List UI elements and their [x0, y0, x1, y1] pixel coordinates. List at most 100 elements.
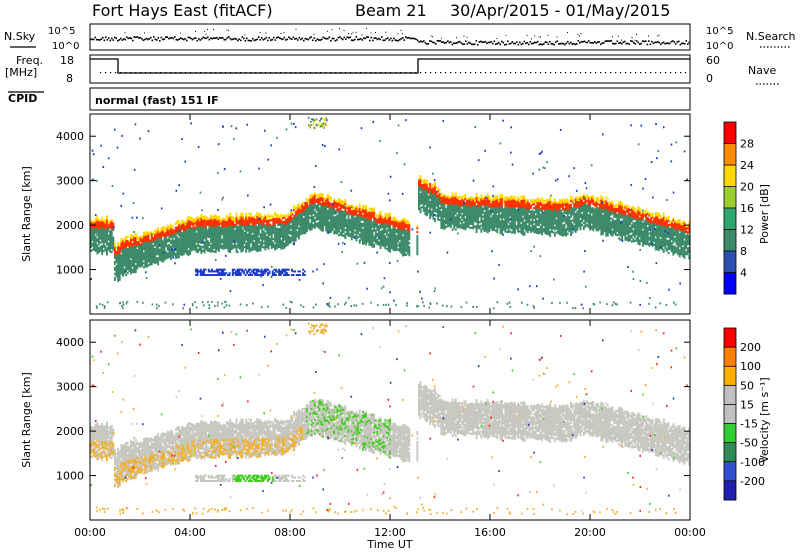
nave-point — [245, 72, 246, 73]
power-cell — [426, 180, 428, 182]
nave-point — [635, 72, 636, 73]
power-cell — [250, 213, 252, 215]
nsky-point — [219, 37, 221, 39]
nsearch-point — [339, 28, 340, 29]
nsearch-point — [375, 32, 376, 33]
power-cell — [408, 232, 410, 234]
nsky-point — [197, 40, 199, 42]
nave-point — [470, 72, 471, 73]
nave-point — [100, 72, 101, 73]
nsearch-point — [540, 37, 541, 38]
power-cell — [295, 239, 297, 241]
power-cell — [245, 251, 247, 253]
power-cell — [229, 213, 231, 215]
nsearch-point — [548, 35, 549, 36]
nsky-point — [314, 37, 316, 39]
nsky-point — [567, 41, 569, 43]
nsky-point — [509, 43, 511, 45]
power-cell — [426, 214, 428, 216]
power-cell — [330, 197, 332, 199]
nsky-point — [357, 39, 359, 41]
nsky-point — [338, 37, 340, 39]
nsearch-point — [531, 38, 532, 39]
nsky-point — [278, 36, 280, 38]
nsky-point — [435, 43, 437, 45]
nsky-series — [90, 28, 690, 46]
nsky-point — [615, 43, 617, 45]
nsky-point — [308, 39, 310, 41]
nave-point — [510, 72, 511, 73]
nsky-point — [227, 37, 229, 39]
nsky-point — [380, 39, 382, 41]
power-cell — [514, 230, 516, 232]
nsky-point — [675, 43, 677, 45]
power-cell — [416, 237, 418, 239]
power-cell — [119, 279, 121, 281]
nsky-point — [510, 43, 512, 45]
nsky-point — [125, 39, 127, 41]
nsearch-point — [636, 34, 637, 35]
power-cell — [215, 251, 217, 253]
power-cell — [408, 254, 410, 256]
nave-point — [375, 72, 376, 73]
nsky-point — [149, 38, 151, 40]
nsky-point — [254, 40, 256, 42]
nave-point — [130, 72, 131, 73]
nsky-point — [93, 39, 95, 41]
nsky-point — [462, 43, 464, 45]
nsearch-point — [456, 37, 457, 38]
power-cell — [271, 235, 273, 237]
power-cell — [125, 238, 127, 240]
nsky-point — [288, 36, 290, 38]
nave-point — [540, 72, 541, 73]
nsky-point — [378, 38, 380, 40]
nsky-point — [449, 42, 451, 44]
nsearch-point — [362, 34, 363, 35]
nsky-point — [135, 37, 137, 39]
nsky-point — [453, 42, 455, 44]
power-cell — [372, 234, 374, 236]
power-cell — [408, 230, 410, 232]
nsky-point — [339, 36, 341, 38]
power-cell — [476, 193, 478, 195]
nsky-point — [255, 39, 257, 41]
nsky-point — [335, 40, 337, 42]
nsky-point — [597, 41, 599, 43]
nsky-point — [684, 43, 686, 45]
power-cell — [306, 230, 308, 232]
nsky-point — [362, 39, 364, 41]
nsearch-point — [356, 32, 357, 33]
power-cell — [420, 175, 422, 177]
nsky-point — [575, 44, 577, 46]
nsky-point — [515, 43, 517, 45]
power-cell — [196, 247, 198, 249]
nsky-point — [269, 37, 271, 39]
nsky-point — [171, 37, 173, 39]
freq-tick-high: 18 — [60, 54, 74, 67]
nsky-point — [513, 43, 515, 45]
nave-point — [565, 72, 566, 73]
nsky-point — [243, 38, 245, 40]
power-cell — [356, 205, 358, 207]
power-cell — [168, 238, 170, 240]
nsky-point — [410, 38, 412, 40]
nave-point — [235, 72, 236, 73]
nsky-point — [422, 41, 424, 43]
nsky-point — [291, 38, 293, 40]
nave-point — [335, 72, 336, 73]
power-cell — [133, 263, 135, 265]
power-cell — [330, 231, 332, 233]
nsky-point — [608, 40, 610, 42]
nsky-point — [95, 37, 97, 39]
nave-point — [320, 72, 321, 73]
nsky-point — [552, 43, 554, 45]
nave-point — [135, 72, 136, 73]
nsky-point — [423, 40, 425, 42]
nave-point — [645, 72, 646, 73]
nave-point — [515, 72, 516, 73]
power-cell — [394, 217, 396, 219]
nave-point — [220, 72, 221, 73]
nsky-point — [599, 41, 601, 43]
nsearch-point — [245, 34, 246, 35]
nsky-point — [461, 42, 463, 44]
